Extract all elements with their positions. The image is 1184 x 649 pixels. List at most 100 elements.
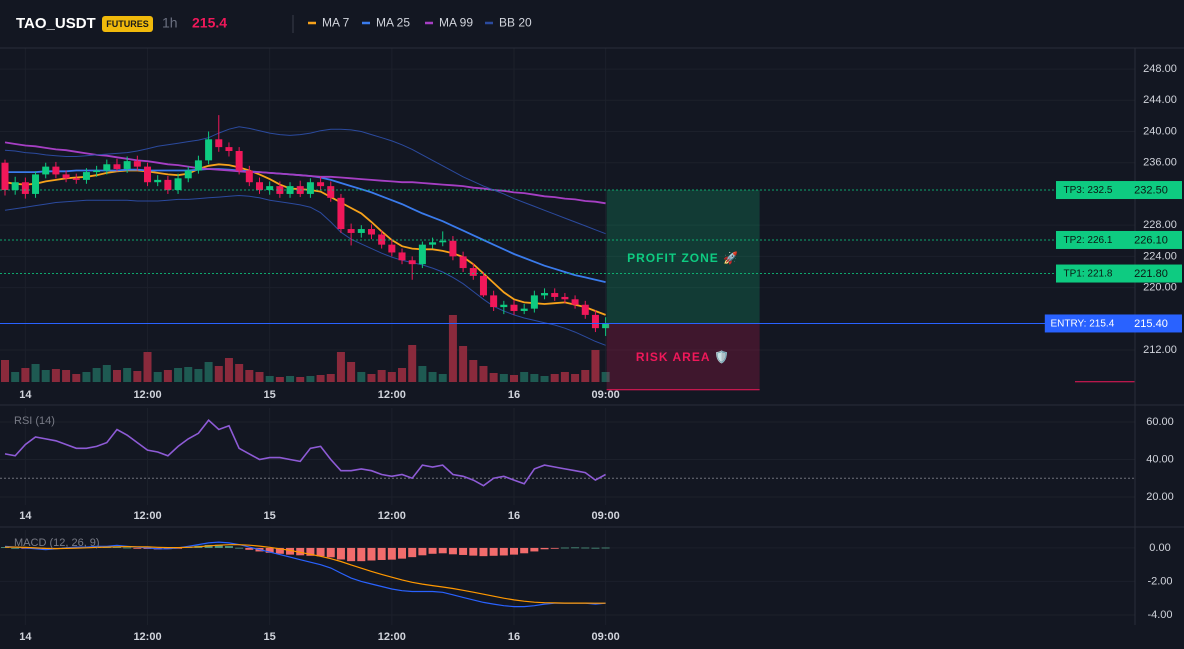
volume-bar [72,374,81,382]
histogram-bar [265,547,274,553]
volume-bar [571,374,580,382]
volume-bar [336,352,345,382]
volume-bar [184,367,193,382]
volume-bar [275,377,284,382]
volume-bar [326,374,335,382]
volume-bar [377,370,386,382]
histogram-bar [581,547,590,549]
histogram-bar [377,547,386,560]
histogram-bar [408,547,417,558]
volume-bar [133,371,142,382]
x-tick-label: 12:00 [378,510,406,522]
macd-title: MACD (12, 26, 9) [14,537,100,549]
histogram-bar [133,547,142,549]
volume-bar [245,370,254,382]
histogram-bar [275,547,284,554]
volume-bar [21,368,30,382]
candle-body [490,295,498,308]
overlay-layer: TAO_USDT FUTURES 1h 215.4 RSI (14) MACD … [0,15,1184,643]
volume-bar [520,372,529,382]
volume-bar [428,372,437,382]
x-tick-label: 12:00 [378,631,406,643]
candle-body [500,304,508,308]
histogram-bar [530,547,539,552]
level-tag: TP1: 221.8 [1064,269,1113,280]
volume-bar [163,370,172,382]
x-tick-label: 14 [19,389,32,401]
histogram-bar [459,547,468,555]
legend-label: MA 7 [322,16,350,30]
risk-zone-label: RISK AREA 🛡️ [636,350,730,364]
candle-body [154,179,162,183]
volume-bar [286,376,295,382]
x-tick-label: 16 [508,389,520,401]
candle-body [510,304,518,311]
volume-bar [235,364,244,382]
volume-bar [357,372,366,382]
candle-body [123,161,131,169]
volume-bar [387,372,396,382]
volume-bar [153,372,162,382]
signal-line [5,544,606,604]
x-tick-label: 16 [508,631,520,643]
volume-bar [591,350,600,382]
volume-bar [296,377,305,382]
candle-body [113,164,121,169]
candle-body [357,229,365,233]
y-tick-label: 240.00 [1143,125,1177,137]
x-tick-label: 09:00 [592,389,620,401]
level-axis-label: 221.80 [1134,268,1168,280]
indicator-line [4,141,606,205]
candle-body [1,162,9,191]
volume-bar [550,374,559,382]
histogram-bar [11,547,20,549]
level-axis-label: 215.40 [1134,318,1168,330]
level-axis-bg [1120,230,1182,249]
candle-body [541,293,549,296]
volume-bar [214,366,223,382]
candle-body [469,268,477,276]
rsi-title: RSI (14) [14,415,55,427]
histogram-bar [347,547,356,562]
histogram-bar [428,547,437,554]
macd-line [4,541,606,608]
candle-body [449,240,457,257]
volume-bar [448,315,457,382]
volume-bar [367,374,376,382]
candle-body [184,170,192,179]
x-tick-label: 12:00 [133,631,161,643]
histogram-bar [510,547,518,555]
candle-body [72,178,80,180]
histogram-bar [479,547,488,557]
histogram-bar [357,547,366,562]
volume-bar [1,360,9,382]
histogram-bar [336,547,345,560]
candle-body [62,174,70,179]
candle-body [591,314,599,329]
candle-body [561,296,569,300]
level-tag: ENTRY: 215.4 [1051,319,1115,330]
histogram-bar [601,547,610,549]
candle-body [581,304,589,315]
volume-bar [316,375,325,382]
x-tick-label: 12:00 [378,389,406,401]
legend-label: MA 25 [376,16,410,30]
level-tag: TP3: 232.5 [1064,185,1113,196]
candle-body [337,197,345,230]
interval: 1h [162,15,178,31]
volume-bar [581,370,590,382]
histogram-bar [224,546,233,548]
volume-bar [540,376,549,382]
volume-bar [306,376,315,382]
plot-layer [0,115,1135,608]
candle-body [551,293,559,297]
candle-body [317,182,325,187]
volume-bar [31,364,40,382]
candle-body [205,139,213,161]
candle-body [133,161,141,167]
volume-bar [479,366,488,382]
volume-bar [347,362,356,382]
y-tick-label: 244.00 [1143,94,1177,106]
volume-bar [560,372,569,382]
candle-body [408,260,416,265]
